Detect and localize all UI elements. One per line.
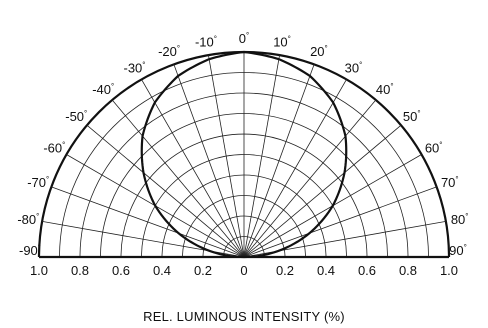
angle-label-12: 30° [345, 60, 363, 75]
grid-spoke-4 [86, 124, 245, 258]
grid-spoke-11 [243, 64, 315, 258]
x-tick-label-10: 1.0 [440, 263, 458, 278]
degree-symbol: ° [359, 60, 362, 69]
degree-symbol: ° [465, 212, 468, 221]
angle-label-15: 60° [425, 141, 443, 156]
grid-spoke-10 [243, 55, 280, 258]
angle-label-3: -60° [43, 141, 65, 156]
x-tick-label-1: 0.8 [71, 263, 89, 278]
grid-spoke-16 [243, 186, 437, 258]
angle-label-4: -50° [65, 109, 87, 124]
intensity-curve-0 [140, 50, 348, 259]
degree-symbol: ° [464, 243, 467, 252]
degree-symbol: ° [390, 82, 393, 91]
degree-symbol: ° [84, 109, 87, 118]
degree-symbol: ° [111, 82, 114, 91]
x-tick-label-2: 0.6 [112, 263, 130, 278]
grid-spoke-8 [208, 55, 245, 258]
angle-label-16: 70° [441, 175, 459, 190]
grid-spoke-7 [173, 64, 245, 258]
grid-spoke-12 [243, 79, 347, 258]
angle-label-0: -90° [19, 243, 41, 258]
degree-symbol: ° [214, 34, 217, 43]
degree-symbol: ° [38, 243, 41, 252]
degree-symbol: ° [417, 109, 420, 118]
degree-symbol: ° [246, 31, 249, 40]
angle-label-11: 20° [310, 44, 328, 59]
angle-label-14: 50° [403, 109, 421, 124]
grid-spoke-2 [51, 186, 245, 258]
degree-symbol: ° [62, 141, 65, 150]
x-tick-label-4: 0.2 [194, 263, 212, 278]
degree-symbol: ° [36, 212, 39, 221]
grid-spoke-5 [111, 99, 245, 258]
x-tick-label-7: 0.4 [317, 263, 335, 278]
x-tick-labels: 1.0 0.8 0.6 0.4 0.2 0 0.2 0.4 0.6 0.8 1.0 [30, 263, 458, 278]
angle-label-1: -80° [17, 212, 39, 227]
degree-symbol: ° [46, 175, 49, 184]
angle-label-9: 0° [239, 31, 249, 46]
angle-label-5: -40° [92, 82, 114, 97]
angle-label-8: -10° [195, 34, 217, 49]
grid-spoke-13 [243, 99, 377, 258]
grid-spoke-6 [141, 79, 245, 258]
degree-symbol: ° [439, 141, 442, 150]
angle-label-6: -30° [124, 60, 146, 75]
grid-spoke-14 [243, 124, 402, 258]
x-tick-label-9: 0.8 [399, 263, 417, 278]
x-tick-label-5: 0 [240, 263, 247, 278]
angle-label-17: 80° [451, 212, 469, 227]
x-tick-label-6: 0.2 [276, 263, 294, 278]
degree-symbol: ° [325, 44, 328, 53]
angle-label-2: -70° [27, 175, 49, 190]
angle-label-10: 10° [273, 34, 291, 49]
x-axis-label: REL. LUMINOUS INTENSITY (%) [143, 309, 345, 324]
intensity-curve-layer [140, 50, 348, 259]
degree-symbol: ° [288, 34, 291, 43]
angle-label-18: 90° [449, 243, 467, 258]
x-tick-label-8: 0.6 [358, 263, 376, 278]
degree-symbol: ° [455, 175, 458, 184]
angle-label-7: -20° [158, 44, 180, 59]
x-tick-label-0: 1.0 [30, 263, 48, 278]
angle-label-13: 40° [376, 82, 394, 97]
degree-symbol: ° [142, 60, 145, 69]
angle-labels: -90° -80° -70° -60° -50° -40° -30° -20° -10° 0° 10… [17, 31, 468, 258]
x-tick-label-3: 0.4 [153, 263, 171, 278]
degree-symbol: ° [177, 44, 180, 53]
